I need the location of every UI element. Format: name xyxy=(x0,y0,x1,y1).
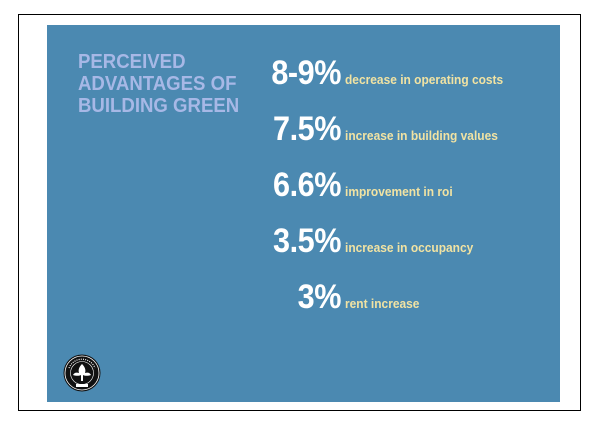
stat-description: decrease in operating costs xyxy=(345,72,504,87)
stat-row: 3.5% increase in occupancy xyxy=(257,221,484,261)
stat-description: improvement in roi xyxy=(345,184,453,199)
stat-row: 6.6% improvement in roi xyxy=(257,165,462,205)
stat-description: increase in occupancy xyxy=(345,240,474,255)
stat-description: increase in building values xyxy=(345,128,498,143)
stat-row: 8-9% decrease in operating costs xyxy=(257,53,517,93)
stat-value: 7.5% xyxy=(273,110,341,148)
stat-value: 8-9% xyxy=(271,54,341,92)
stat-value: 3% xyxy=(297,278,342,316)
stat-value: 6.6% xyxy=(273,166,341,204)
stat-row: 7.5% increase in building values xyxy=(257,109,511,149)
usgbc-logo-icon xyxy=(63,354,101,392)
slide-title: PERCEIVED ADVANTAGES OF BUILDING GREEN xyxy=(78,51,241,117)
slide: PERCEIVED ADVANTAGES OF BUILDING GREEN 8… xyxy=(47,25,560,402)
stat-description: rent increase xyxy=(345,296,420,311)
title-line: ADVANTAGES OF xyxy=(78,73,237,95)
stat-value: 3.5% xyxy=(273,222,341,260)
title-line: PERCEIVED xyxy=(78,51,186,73)
stat-row: 3% rent increase xyxy=(257,277,426,317)
title-line: BUILDING GREEN xyxy=(78,95,240,117)
